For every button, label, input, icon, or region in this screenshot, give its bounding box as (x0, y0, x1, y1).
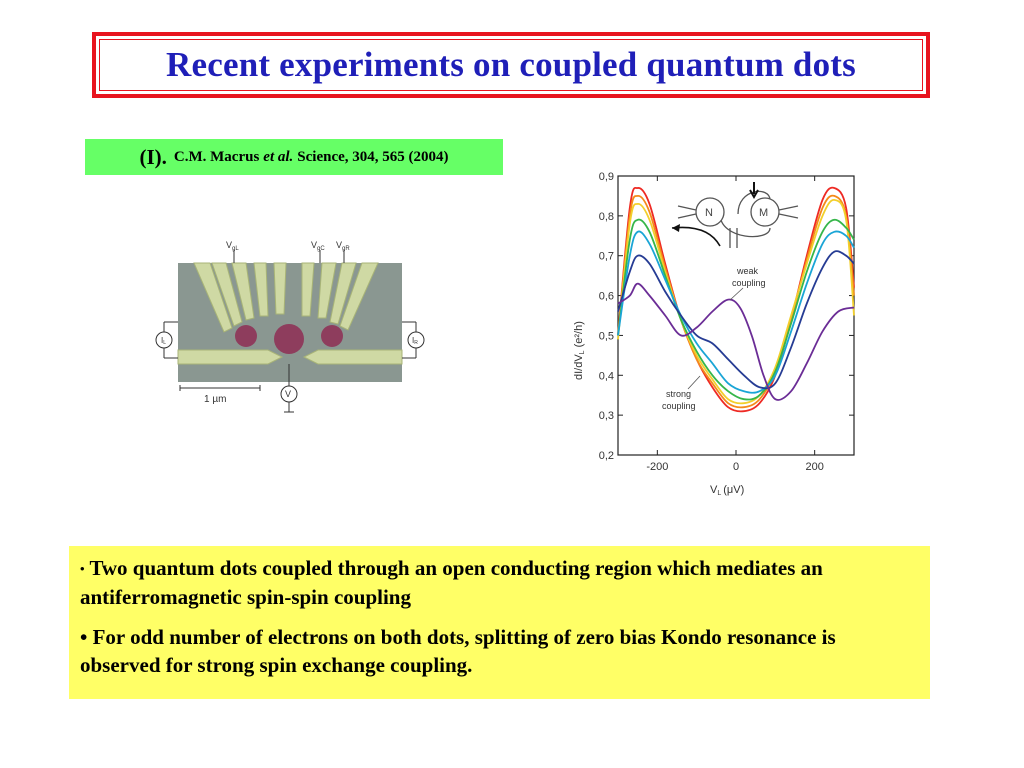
citation-authors: C.M. Macrus (173, 148, 260, 165)
voltage-label: V (285, 389, 291, 399)
left-lead-gate (177, 349, 284, 365)
notes-box: • Two quantum dots coupled through an op… (69, 546, 930, 699)
bullet-2-text: For odd number of electrons on both dots… (80, 625, 836, 677)
y-tick-label-6: 0,3 (599, 410, 614, 422)
series-line-0 (617, 186, 855, 413)
center-dot (274, 324, 304, 354)
inset-gate-arrow (749, 182, 759, 200)
inset-arrowhead-left (672, 224, 680, 232)
annotation-weak-line2: coupling (732, 278, 766, 288)
left-current-label: IL (161, 336, 166, 346)
x-tick-label-0: -200 (646, 461, 668, 473)
series-line-3 (617, 218, 855, 401)
bullet-1: • Two quantum dots coupled through an op… (80, 554, 920, 611)
bullet-2-marker: • (80, 625, 88, 649)
y-axis-label: dI/dVL(e²/h) (573, 321, 586, 380)
inset-dot-n: N (705, 207, 713, 219)
annotation-strong-line1: strong (666, 389, 691, 399)
left-current-meter (155, 321, 178, 359)
didv-plot: 0,9 0,8 0,7 0,6 0,5 0,4 0,3 0,2 -200 0 200 N M wea… (573, 171, 855, 497)
y-tick-label-4: 0,5 (599, 330, 614, 342)
annotation-strong-pointer (687, 375, 701, 390)
y-tick-label-5: 0,4 (599, 370, 614, 382)
x-tick-label-2: 200 (805, 461, 823, 473)
series-line-4 (617, 230, 855, 394)
bullet-2: • For odd number of electrons on both do… (80, 623, 920, 679)
inset-dot-m: M (759, 207, 768, 219)
gate-label-right: VgR (336, 240, 350, 252)
right-lead-gate (302, 349, 403, 365)
series-line-2 (617, 198, 855, 405)
bullet-1-marker: • (80, 561, 85, 576)
series-line-5 (617, 250, 855, 390)
scale-bar-label: 1 µm (204, 394, 226, 405)
title-box: Recent experiments on coupled quantum do… (92, 32, 930, 98)
annotation-weak-pointer (729, 287, 744, 301)
gate-label-center: VgC (311, 240, 325, 252)
title-box-inner: Recent experiments on coupled quantum do… (99, 39, 923, 91)
gate-label-left: VgL (226, 240, 239, 252)
y-tick-label-1: 0,8 (599, 211, 614, 223)
y-tick-label-3: 0,6 (599, 291, 614, 303)
x-axis-label: VL (μV) (710, 484, 744, 497)
series-line-1 (617, 194, 855, 409)
bullet-1-text: Two quantum dots coupled through an open… (80, 556, 823, 609)
y-tick-label-7: 0,2 (599, 450, 614, 462)
voltage-meter (280, 364, 298, 413)
slide-title: Recent experiments on coupled quantum do… (166, 45, 856, 84)
scale-bar (179, 385, 261, 391)
y-tick-label-0: 0,9 (599, 171, 614, 183)
device-micrograph: VgL VgC VgR IL IR V 1 µm (155, 240, 425, 413)
annotation-strong-line2: coupling (662, 401, 696, 411)
citation-number: (I). (139, 144, 167, 169)
series-line-6 (617, 282, 855, 401)
right-dot (321, 325, 343, 347)
right-current-meter (402, 321, 425, 359)
y-tick-label-2: 0,7 (599, 251, 614, 263)
left-dot (235, 325, 257, 347)
gate-fingers (193, 262, 379, 333)
annotation-weak-line1: weak (736, 266, 759, 276)
citation-etal: et al. (263, 148, 294, 165)
x-tick-label-1: 0 (733, 461, 739, 473)
citation-box: (I). C.M. Macrus et al. Science, 304, 56… (85, 139, 503, 175)
right-current-label: IR (412, 336, 418, 346)
citation-journal: Science, 304, 565 (2004) (297, 148, 449, 165)
gate-label-leaders (233, 250, 345, 263)
